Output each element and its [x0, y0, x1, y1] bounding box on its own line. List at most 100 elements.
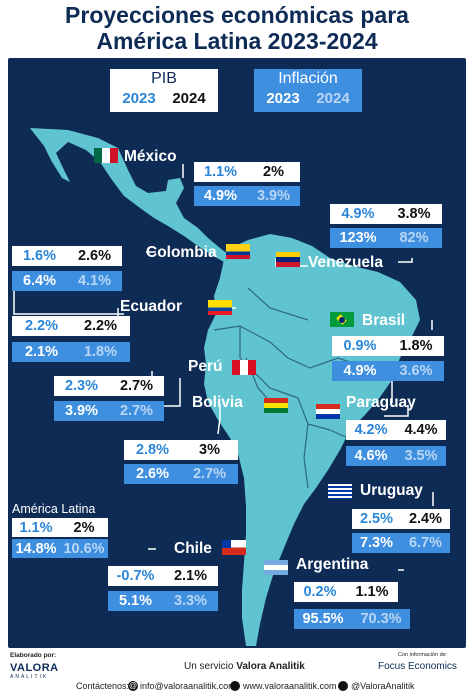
info-de-label: Con información de: [398, 652, 448, 658]
mexico-pib-2023: 1.1% [203, 164, 238, 180]
venezuela-pib-2024: 3.8% [397, 206, 431, 222]
colombia-pib-2024: 2.6% [77, 248, 112, 264]
legend-inflacion-2024: 2024 [316, 90, 350, 107]
chile-pib-2024: 2.1% [173, 568, 208, 584]
bolivia-pib: 2.8% 3% [124, 440, 238, 460]
source-name: Focus Economics [378, 661, 457, 672]
mexico-name: México [124, 148, 177, 165]
uruguay-flag [328, 484, 352, 499]
latam-pib-2024: 2% [73, 519, 95, 536]
chile-pib: -0.7% 2.1% [108, 566, 218, 586]
ecuador-pib: 2.2% 2.2% [12, 316, 130, 336]
bolivia-inf-2024: 2.7% [192, 466, 227, 482]
title-line-2: América Latina 2023-2024 [96, 28, 378, 54]
bolivia-inf-2023: 2.6% [135, 466, 170, 482]
brasil-inflacion: 4.9% 3.6% [332, 361, 444, 381]
latam-name: América Latina [12, 502, 96, 516]
paraguay-pib-2023: 4.2% [354, 422, 388, 438]
servicio-prefix: Un servicio [184, 661, 237, 672]
argentina-flag [264, 560, 288, 575]
uruguay-pib-2024: 2.4% [408, 511, 443, 527]
mexico-pib: 1.1% 2% [194, 162, 300, 182]
uruguay-inf-2023: 7.3% [359, 535, 394, 551]
uruguay-pib: 2.5% 2.4% [352, 509, 450, 529]
venezuela-inf-2023: 123% [339, 230, 377, 246]
ecuador-flag [208, 300, 232, 315]
chile-pib-2023: -0.7% [116, 568, 155, 584]
uruguay-pib-2023: 2.5% [359, 511, 394, 527]
peru-flag [232, 360, 256, 375]
peru-pib-2024: 2.7% [119, 378, 154, 394]
brasil-pib: 0.9% 1.8% [332, 336, 444, 356]
valora-logo: VALORA ANALITIK [10, 662, 59, 682]
uruguay-inf-2024: 6.7% [408, 535, 443, 551]
paraguay-flag [316, 404, 340, 419]
brasil-pib-2024: 1.8% [399, 338, 433, 354]
chile-inf-2023: 5.1% [118, 593, 153, 609]
venezuela-pib-2023: 4.9% [341, 206, 375, 222]
legend-pib-2024: 2024 [172, 90, 206, 107]
mexico-inf-2023: 4.9% [203, 188, 238, 204]
paraguay-pib: 4.2% 4.4% [346, 420, 446, 440]
colombia-inf-2024: 4.1% [77, 273, 112, 289]
paraguay-inf-2024: 3.5% [404, 448, 438, 464]
chile-inflacion: 5.1% 3.3% [108, 591, 218, 611]
bolivia-pib-2024: 3% [199, 442, 220, 458]
latam-inf-2024: 10.6% [63, 540, 105, 557]
brasil-name: Brasil [362, 312, 406, 329]
paraguay-pib-2024: 4.4% [404, 422, 438, 438]
legend-inflacion-label: Inflación [278, 70, 338, 87]
mexico-shape [30, 128, 230, 262]
brasil-inf-2023: 4.9% [343, 363, 377, 379]
title-line-1: Proyecciones económicas para [65, 2, 409, 28]
bolivia-inflacion: 2.6% 2.7% [124, 464, 238, 484]
uruguay-name: Uruguay [360, 482, 423, 499]
brasil-inf-2024: 3.6% [399, 363, 433, 379]
legend-pib-2023: 2023 [122, 90, 156, 107]
valora-logo-sub: ANALITIK [10, 674, 49, 680]
ecuador-inf-2024: 1.8% [83, 344, 118, 360]
servicio-text: Un servicio Valora Analitik [184, 661, 305, 672]
legend-inflacion-2023: 2023 [266, 90, 300, 107]
latam-pib: 1.1% 2% [12, 518, 108, 537]
handle-link[interactable]: @ValoraAnalitik [351, 681, 415, 691]
paraguay-inf-2023: 4.6% [354, 448, 388, 464]
peru-inflacion: 3.9% 2.7% [54, 401, 164, 421]
paraguay-inflacion: 4.6% 3.5% [346, 446, 446, 466]
venezuela-inflacion: 123% 82% [330, 228, 442, 248]
legend-pib-label: PIB [151, 70, 177, 87]
chile-flag-canton [222, 540, 231, 548]
argentina-name: Argentina [296, 556, 369, 573]
bolivia-name: Bolivia [192, 394, 243, 411]
peru-inf-2024: 2.7% [119, 403, 154, 419]
colombia-pib-2023: 1.6% [22, 248, 57, 264]
mexico-inflacion: 4.9% 3.9% [194, 186, 300, 206]
peru-pib: 2.3% 2.7% [54, 376, 164, 396]
elaborado-label: Elaborado por: [10, 652, 57, 659]
chile-flag [222, 540, 246, 555]
legend-pib: PIB 2023 2024 [110, 69, 218, 112]
ecuador-name: Ecuador [120, 298, 183, 315]
brasil-flag [330, 312, 354, 327]
legend-inflacion: Inflación 2023 2024 [254, 69, 362, 112]
page-title: Proyecciones económicas para América Lat… [0, 2, 474, 54]
contactenos-label: Contáctenos: [76, 681, 130, 691]
twitter-icon [338, 681, 348, 691]
mexico-flag [94, 148, 118, 163]
servicio-brand: Valora Analitik [236, 661, 305, 672]
peru-pib-2023: 2.3% [64, 378, 99, 394]
ecuador-pib-2023: 2.2% [24, 318, 59, 334]
email-icon: @ [128, 681, 138, 691]
web-link[interactable]: www.valoraanalitik.com [243, 681, 337, 691]
mexico-pib-2024: 2% [263, 164, 284, 180]
latam-inf-2023: 14.8% [15, 540, 57, 557]
argentina-inf-2024: 70.3% [360, 611, 402, 627]
brasil-pib-2023: 0.9% [343, 338, 377, 354]
footer: Elaborado por: VALORA ANALITIK Un servic… [0, 650, 474, 697]
bolivia-pib-2023: 2.8% [135, 442, 170, 458]
email-link[interactable]: info@valoraanalitik.com [140, 681, 236, 691]
ecuador-inf-2023: 2.1% [24, 344, 59, 360]
ecuador-pib-2024: 2.2% [83, 318, 118, 334]
chile-name: Chile [174, 540, 212, 557]
valora-logo-text: VALORA [10, 662, 59, 674]
